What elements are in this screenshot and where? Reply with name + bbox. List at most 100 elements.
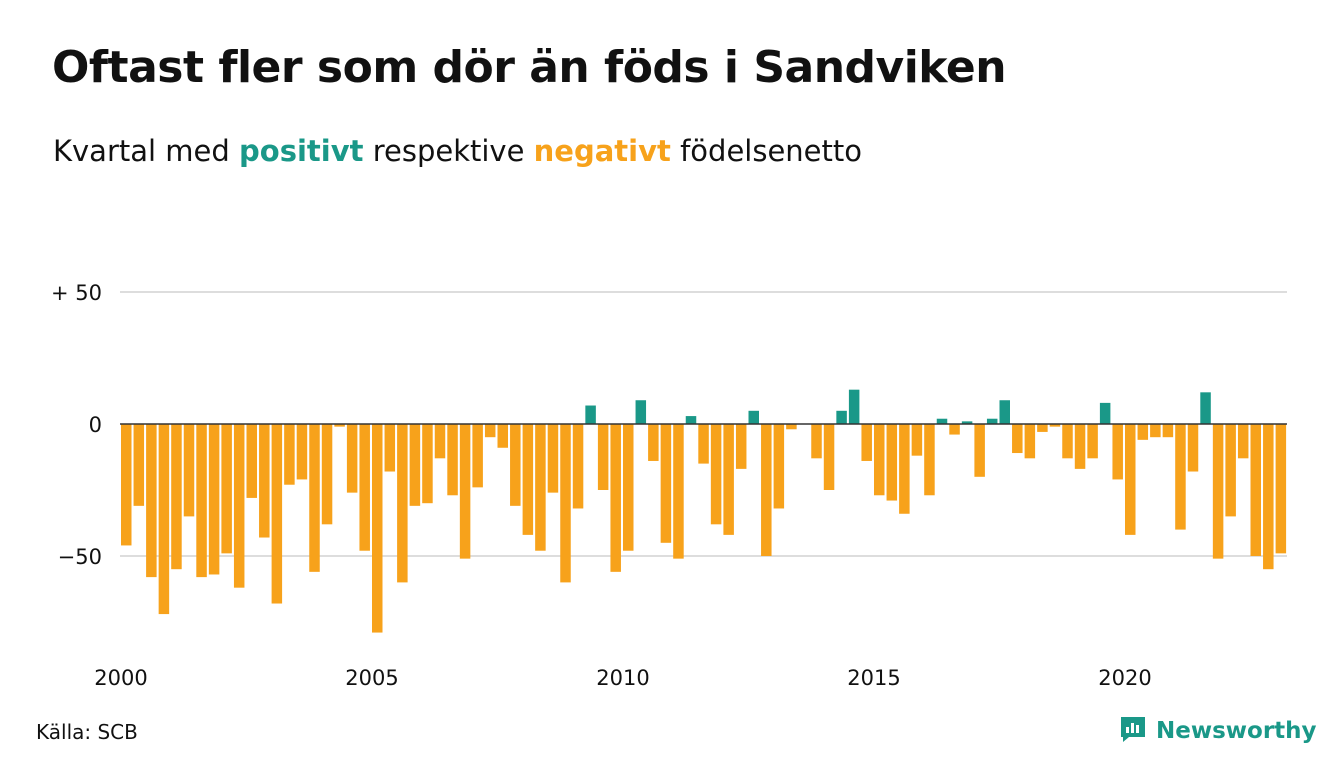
y-tick-label: + 50 xyxy=(51,281,102,305)
bar xyxy=(698,424,709,464)
bar xyxy=(158,424,170,615)
bar xyxy=(597,424,609,490)
chart-title: Oftast fler som dör än föds i Sandviken xyxy=(52,42,1007,93)
bar xyxy=(660,424,672,543)
bar xyxy=(1275,424,1287,554)
bar xyxy=(259,424,270,538)
bar xyxy=(748,410,759,424)
bar xyxy=(1225,424,1236,517)
y-tick-label: −50 xyxy=(58,545,102,569)
bar xyxy=(384,424,396,472)
bar xyxy=(447,424,458,496)
bar xyxy=(271,424,283,604)
bar xyxy=(284,424,295,485)
bar xyxy=(1037,424,1048,432)
bar xyxy=(1212,424,1224,559)
x-tick-label: 2020 xyxy=(1098,666,1151,690)
bar xyxy=(171,424,182,570)
bar xyxy=(961,421,973,424)
bar xyxy=(359,424,370,551)
bar xyxy=(786,424,797,430)
bar xyxy=(999,400,1010,424)
bar xyxy=(1137,424,1149,440)
bar xyxy=(233,424,245,588)
bar xyxy=(811,424,822,459)
x-tick-label: 2000 xyxy=(94,666,147,690)
bar xyxy=(309,424,320,572)
bar xyxy=(346,424,358,493)
bar xyxy=(823,424,835,490)
subtitle-text-pre: Kvartal med xyxy=(53,134,230,168)
bar xyxy=(1012,424,1023,454)
bar xyxy=(635,400,647,424)
bar xyxy=(1175,424,1186,530)
bar xyxy=(936,418,948,424)
bar xyxy=(648,424,659,461)
brand-name: Newsworthy xyxy=(1156,718,1317,744)
bar xyxy=(899,424,910,514)
bar xyxy=(1187,424,1199,472)
bar xyxy=(535,424,546,551)
bar xyxy=(397,424,408,583)
bar xyxy=(610,424,621,572)
bar xyxy=(1125,424,1136,535)
bar xyxy=(848,389,860,424)
subtitle-positive-label: positivt xyxy=(239,134,364,168)
bar xyxy=(949,424,960,435)
bar xyxy=(673,424,684,559)
bar xyxy=(434,424,446,459)
bar xyxy=(773,424,785,509)
bar xyxy=(1250,424,1261,556)
bar xyxy=(133,424,145,506)
newsworthy-logo-icon xyxy=(1118,714,1148,748)
bar xyxy=(497,424,508,448)
bar xyxy=(334,424,345,427)
bar xyxy=(836,410,847,424)
bar xyxy=(1150,424,1161,438)
bar xyxy=(372,424,383,633)
bar xyxy=(183,424,195,517)
bar xyxy=(585,405,596,424)
bar xyxy=(246,424,257,498)
bar xyxy=(510,424,521,506)
bar xyxy=(710,424,722,525)
bar xyxy=(1087,424,1098,459)
bar xyxy=(886,424,898,501)
bar xyxy=(522,424,534,535)
bar xyxy=(572,424,584,509)
bar xyxy=(459,424,471,559)
bar xyxy=(1099,402,1111,424)
bar xyxy=(221,424,232,554)
bar xyxy=(986,418,998,424)
bar xyxy=(409,424,421,506)
bar xyxy=(321,424,333,525)
bar xyxy=(547,424,559,493)
bar xyxy=(1237,424,1249,459)
bar xyxy=(472,424,483,488)
bar xyxy=(685,416,697,424)
bar xyxy=(1062,424,1073,459)
bar xyxy=(924,424,935,496)
bar xyxy=(208,424,220,575)
bar xyxy=(1024,424,1036,459)
bar xyxy=(1049,424,1061,427)
x-tick-label: 2015 xyxy=(847,666,900,690)
chart-subtitle: Kvartal med positivt respektive negativt… xyxy=(53,134,862,168)
bar xyxy=(1263,424,1274,570)
bar xyxy=(623,424,634,551)
bar xyxy=(761,424,772,556)
bar xyxy=(484,424,496,438)
bar xyxy=(560,424,571,583)
brand-logo: Newsworthy xyxy=(1118,714,1317,748)
bar xyxy=(422,424,433,504)
bar xyxy=(874,424,885,496)
bar xyxy=(296,424,308,480)
bar xyxy=(1074,424,1086,469)
x-tick-label: 2010 xyxy=(596,666,649,690)
bar xyxy=(1112,424,1123,480)
x-tick-label: 2005 xyxy=(345,666,398,690)
bar xyxy=(121,424,132,546)
source-note: Källa: SCB xyxy=(36,720,138,744)
bar xyxy=(911,424,923,456)
subtitle-text-mid: respektive xyxy=(372,134,525,168)
